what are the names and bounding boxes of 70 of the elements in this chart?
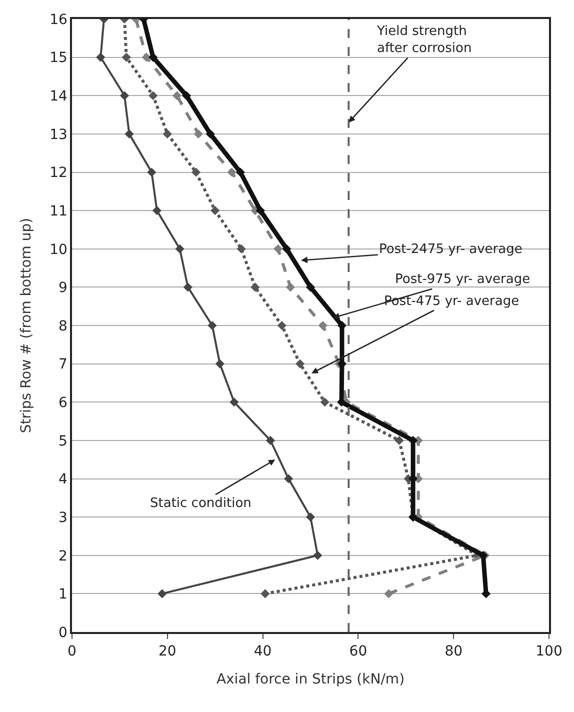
y-tick-label: 2 — [58, 548, 68, 564]
point — [124, 129, 134, 138]
point — [172, 91, 182, 100]
y-axis-title: Strips Row # (from bottom up) — [18, 218, 35, 434]
point — [215, 359, 224, 368]
y-tick-label: 3 — [58, 510, 68, 526]
point — [158, 589, 167, 598]
point — [277, 320, 286, 330]
y-tick-label: 7 — [58, 356, 68, 373]
point — [250, 282, 260, 292]
point — [120, 91, 130, 100]
x-tick-label: 20 — [158, 644, 176, 660]
x-tick-label: 80 — [444, 644, 463, 660]
point — [274, 244, 283, 254]
point — [320, 398, 330, 407]
y-tick-label: 4 — [58, 472, 68, 488]
point — [236, 168, 245, 177]
y-tick-label: 11 — [50, 203, 68, 220]
point — [260, 589, 270, 598]
annotation: Post-975 yr- average — [395, 272, 530, 287]
point — [230, 398, 239, 407]
point — [227, 168, 236, 177]
point — [194, 129, 203, 138]
point — [306, 282, 316, 292]
point — [191, 168, 201, 177]
point — [295, 359, 305, 368]
x-tick-label: 40 — [254, 644, 272, 660]
point — [206, 129, 215, 138]
point — [175, 244, 184, 254]
point — [208, 320, 217, 330]
point — [286, 282, 296, 292]
point — [152, 206, 162, 216]
point — [236, 244, 246, 254]
y-tick-label: 12 — [50, 165, 68, 182]
point — [282, 244, 292, 254]
point — [147, 168, 156, 177]
y-tick-label: 0 — [58, 624, 68, 641]
point — [306, 512, 316, 522]
y-tick-label: 5 — [58, 433, 68, 450]
y-tick-label: 6 — [58, 395, 68, 412]
point — [256, 206, 265, 216]
x-axis-title: Axial force in Strips (kN/m) — [216, 671, 405, 688]
y-tick-label: 9 — [58, 280, 68, 296]
point — [394, 436, 404, 445]
y-tick-label: 15 — [50, 50, 68, 66]
annotation: Post-475 yr- average — [384, 294, 520, 309]
annotation: Yield strength after corrosion — [376, 24, 472, 56]
point — [210, 206, 220, 216]
y-tick-label: 10 — [50, 242, 68, 258]
point — [162, 129, 172, 138]
y-tick-label: 14 — [50, 88, 68, 105]
point — [284, 474, 294, 484]
point — [313, 550, 322, 560]
point — [142, 52, 151, 62]
point — [318, 320, 328, 330]
x-tick-label: 60 — [349, 644, 368, 660]
point — [148, 91, 158, 100]
y-tick-label: 8 — [58, 318, 68, 334]
point — [183, 282, 192, 292]
y-tick-label: 16 — [50, 12, 68, 28]
point — [384, 589, 394, 598]
y-tick-label: 13 — [50, 126, 68, 143]
annotation: Post-2475 yr- average — [379, 242, 522, 257]
point — [122, 52, 131, 62]
point — [182, 91, 192, 100]
x-tick-label: 100 — [536, 644, 562, 660]
annotation: Static condition — [150, 496, 252, 511]
point — [266, 436, 275, 445]
y-tick-label: 1 — [58, 586, 68, 603]
point — [96, 52, 106, 62]
